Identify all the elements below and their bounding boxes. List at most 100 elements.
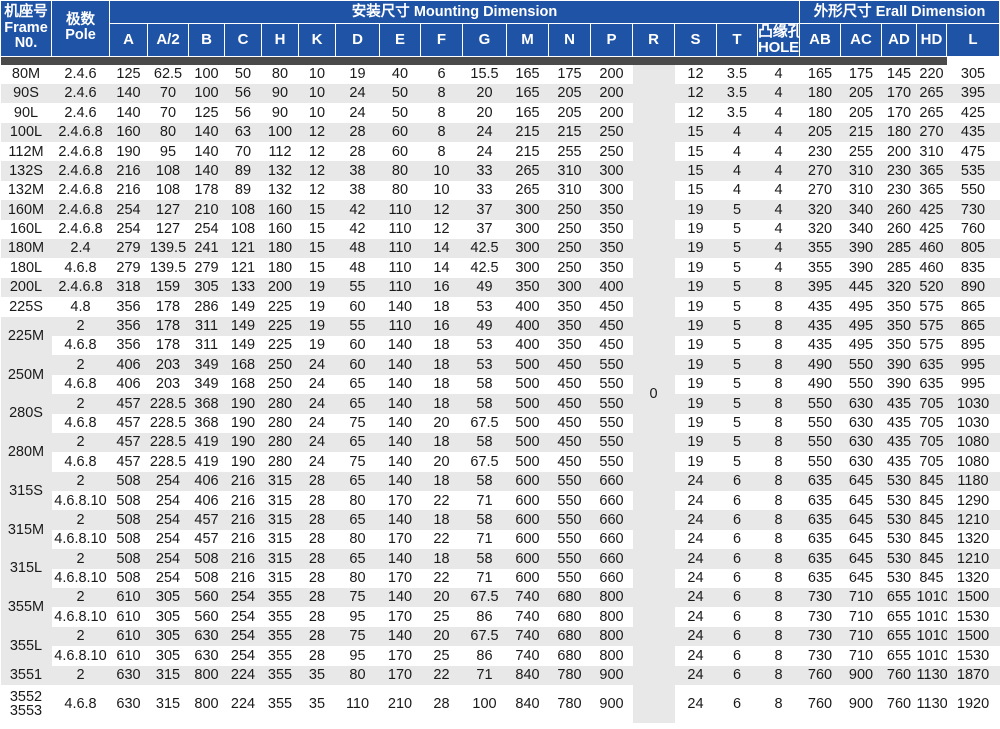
- pole-cell: 4.6.8.10: [54, 608, 107, 625]
- value-cell: 315: [267, 570, 293, 587]
- value-cell: 4: [774, 143, 783, 160]
- value-cell: 6: [716, 626, 758, 647]
- pole-cell: 2: [51, 588, 110, 608]
- value-cell: 19: [674, 200, 717, 220]
- value-cell: 6: [732, 647, 742, 664]
- value-cell: 100: [194, 65, 219, 82]
- value-cell: 170: [886, 104, 912, 121]
- value-cell: 406: [116, 376, 141, 393]
- value-cell: 71: [476, 531, 493, 548]
- value-cell: 355: [261, 588, 299, 608]
- value-cell: 4: [757, 161, 800, 181]
- value-cell: 12: [687, 104, 704, 121]
- value-cell: 55: [335, 316, 380, 336]
- value-cell: 279: [194, 259, 219, 276]
- value-cell: 10: [298, 83, 336, 104]
- pole-cell: 2.4.6.8: [58, 182, 103, 199]
- value-cell: 305: [147, 626, 189, 647]
- table-row: 112M 2.4.6.8 190 95 140 70 112 12 28 60 8 24 215 255 2…: [1, 142, 1000, 161]
- value-cell: 457: [109, 432, 148, 453]
- value-cell: 508: [109, 471, 148, 492]
- value-cell: 356: [109, 316, 148, 336]
- value-cell: 279: [109, 239, 148, 259]
- value-cell: 780: [557, 695, 582, 712]
- value-cell: 28: [335, 122, 380, 143]
- value-cell: 70: [159, 104, 177, 121]
- value-cell: 400: [515, 337, 540, 354]
- value-cell: 175: [848, 65, 874, 82]
- pole-cell: 2.4.6: [51, 83, 110, 104]
- value-cell: 845: [919, 531, 944, 548]
- value-cell: 450: [557, 376, 582, 393]
- value-cell: 48: [335, 239, 380, 259]
- value-cell: 80: [349, 531, 366, 548]
- col-header-l: L: [946, 23, 1000, 57]
- value-cell: 406: [188, 471, 225, 492]
- value-cell: 450: [599, 298, 624, 315]
- value-cell: 89: [224, 161, 262, 181]
- value-cell: 80: [335, 665, 380, 685]
- table-row: 280M 2 457 228.5 419 190 280 24 65 140 18 58 500 450 5…: [0, 432, 1000, 472]
- value-cell: 140: [379, 588, 421, 608]
- value-cell: 550: [590, 394, 633, 414]
- value-cell: 450: [590, 316, 633, 336]
- value-cell: 70: [147, 83, 189, 104]
- value-cell: 450: [599, 337, 624, 354]
- value-cell: 300: [506, 200, 549, 220]
- pole-cell: 4.6.8.10: [54, 570, 107, 587]
- value-cell: 1030: [956, 414, 990, 431]
- value-cell: 170: [387, 647, 413, 664]
- value-cell: 24: [462, 122, 507, 143]
- value-cell: 530: [881, 471, 917, 492]
- value-cell: 49: [462, 277, 507, 298]
- value-cell: 1210: [946, 549, 1000, 569]
- value-cell: 8: [774, 453, 783, 470]
- table-row: 280S 2 457 228.5 368 190 280 24 65 140 18 58 500 450 5…: [0, 394, 1000, 433]
- value-cell: 800: [599, 608, 624, 625]
- value-cell: 250: [599, 143, 624, 160]
- value-cell: 140: [387, 453, 413, 470]
- value-cell: 1010: [916, 608, 947, 625]
- value-cell: 705: [919, 414, 944, 431]
- value-cell: 28: [298, 588, 336, 608]
- value-cell: 1130: [916, 665, 947, 685]
- value-cell: 165: [506, 83, 549, 104]
- value-cell: 305: [960, 65, 986, 82]
- value-cell: 140: [116, 104, 141, 121]
- value-cell: 10: [433, 182, 450, 199]
- value-cell: 254: [116, 221, 141, 238]
- value-cell: 1080: [946, 432, 1000, 453]
- value-cell: 178: [147, 316, 189, 336]
- value-cell: 5: [732, 221, 742, 238]
- frame-cell: 112M: [8, 143, 44, 160]
- value-cell: 355: [261, 665, 299, 685]
- value-cell: 121: [224, 239, 262, 259]
- value-cell: 6: [732, 570, 742, 587]
- value-cell: 19: [687, 259, 704, 276]
- value-cell: 265: [515, 182, 540, 199]
- value-cell: 435: [881, 394, 917, 414]
- value-cell: 520: [916, 277, 947, 298]
- value-cell: 305: [155, 608, 181, 625]
- value-cell: 320: [799, 200, 841, 220]
- value-cell: 630: [194, 647, 219, 664]
- value-cell: 24: [674, 626, 717, 647]
- value-cell: 457: [116, 453, 141, 470]
- col-header-s: S: [674, 23, 717, 57]
- value-cell: 355: [807, 259, 833, 276]
- value-cell: 65: [335, 549, 380, 569]
- value-cell: 42.5: [470, 259, 499, 276]
- pole-cell: 2.4.6.8: [51, 200, 110, 220]
- value-cell: 53: [476, 298, 493, 315]
- value-cell: 15: [308, 221, 326, 238]
- value-cell: 65: [335, 471, 380, 492]
- value-cell: 780: [548, 665, 591, 685]
- value-cell: 550: [548, 549, 591, 569]
- value-cell: 8: [757, 665, 800, 685]
- value-cell: 610: [109, 626, 148, 647]
- value-cell: 340: [840, 200, 882, 220]
- col-header-hd: HD: [916, 23, 948, 57]
- value-cell: 67.5: [470, 414, 499, 431]
- value-cell: 80: [271, 65, 289, 82]
